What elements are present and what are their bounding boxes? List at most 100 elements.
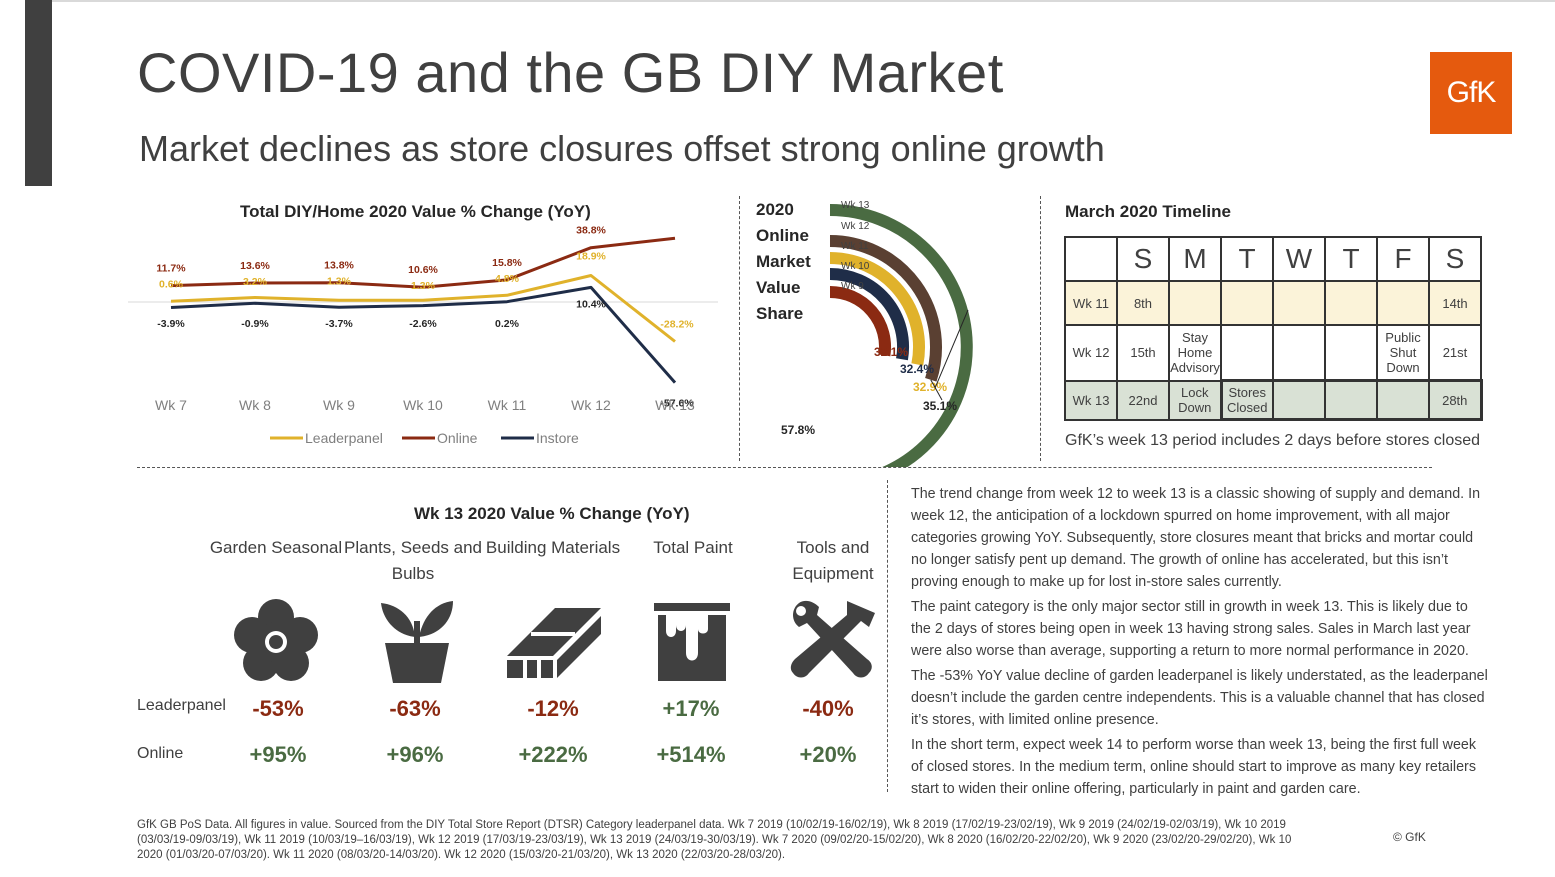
plant-pot-icon [381,601,453,683]
legend-label: Online [437,430,478,446]
online-change: +96% [386,742,444,767]
leader-line [930,379,943,401]
online-change: +20% [799,742,857,767]
paint-bucket-icon [654,603,730,681]
share-value-label: 35.1% [923,399,957,413]
x-tick-label: Wk 10 [403,397,443,413]
line-chart-title: Total DIY/Home 2020 Value % Change (YoY) [240,202,591,221]
share-arc-wk9 [829,286,891,357]
timeline-cell: 22nd [1116,379,1170,421]
data-label: 45.6% [662,225,692,227]
leaderpanel-change: -63% [389,696,441,721]
share-title: 2020 Online Market Value Share [756,197,811,327]
row-label-leaderpanel: Leaderpanel [137,697,226,714]
radial-share-chart: Wk 13 Wk 12 Wk 11 Wk 10 Wk 9 57.8% 35.1% 32.9% 3… [781,200,973,467]
data-label: 18.9% [576,251,606,263]
timeline-cell: 21st [1428,324,1482,382]
data-label: 13.6% [240,260,270,272]
divider-v1 [739,196,740,461]
share-title-line: Value [756,278,801,297]
timeline-cell [1272,280,1326,326]
category-name: Tools and Equipment [792,538,874,583]
ring-week-label: Wk 9 [841,281,864,292]
leaderpanel-change: -53% [252,696,304,721]
share-value-label: 57.8% [781,423,815,437]
x-tick-label: Wk 8 [239,397,271,413]
series-line-instore [170,285,677,384]
day-header: T [1324,236,1378,282]
data-label: -57.6% [660,398,694,410]
day-header: M [1168,236,1222,282]
share-title-line: Online [756,226,809,245]
data-label: 0.6% [159,279,184,291]
timeline-row: Wk 12 15th Stay Home Advisory Public Shu… [1064,324,1482,382]
data-label: 11.7% [156,263,186,275]
day-header: S [1116,236,1170,282]
timeline-row: Wk 11 8th 14th [1064,280,1482,326]
share-title-line: Share [756,304,804,323]
x-tick-label: Wk 7 [155,397,187,413]
x-tick-label: Wk 9 [323,397,355,413]
day-header: S [1428,236,1482,282]
ring-week-label: Wk 10 [841,261,870,272]
category-name: Building Materials [485,538,621,557]
leader-line [934,309,969,389]
commentary: The trend change from week 12 to week 13… [911,483,1491,803]
category-name: Plants, Seeds and Bulbs [344,538,482,583]
x-tick-label: Wk 12 [571,397,611,413]
share-value-label: 32.1% [874,345,908,359]
data-label: 38.8% [576,225,606,237]
share-arc-wk13 [829,204,973,467]
lumber-icon [507,608,601,678]
divider-v3 [887,480,888,792]
copyright: © GfK [1393,830,1426,844]
line-chart: 0.6% 3.2% 1.3% 1.3% 4.8% 18.9% -28.2% 11.7% 13.6… [128,225,718,446]
leaderpanel-change: -40% [802,696,854,721]
category-name: Garden Seasonal [209,538,343,557]
data-label: -28.2% [660,318,694,330]
online-change: +222% [518,742,588,767]
data-label: 10.4% [576,298,606,310]
commentary-paragraph: The paint category is the only major sec… [911,599,1471,659]
x-tick-label: Wk 13 [655,397,695,413]
data-label: 3.2% [243,276,268,288]
leaderpanel-change: +17% [662,696,720,721]
legend-label: Instore [536,430,579,446]
timeline-cell: 8th [1116,280,1170,326]
share-value-label: 32.9% [913,380,947,394]
timeline-cell [1168,280,1222,326]
share-arc-wk12 [829,235,942,382]
series-line-leaderpanel [170,274,676,343]
timeline-corner [1064,236,1118,282]
timeline-cell: 28th [1428,379,1483,421]
wrench-hammer-icon [790,600,875,678]
data-label: 4.8% [495,273,520,285]
data-label: -2.6% [409,318,437,330]
timeline-cell: 14th [1428,280,1482,326]
day-header: T [1220,236,1274,282]
source-footnote: GfK GB PoS Data. All figures in value. S… [137,819,1292,861]
divider-v2 [1040,196,1041,461]
timeline-cell [1324,280,1378,326]
accent-bar [25,0,52,186]
data-label: 1.3% [327,276,352,288]
commentary-paragraph: In the short term, expect week 14 to per… [911,737,1477,797]
week-label: Wk 12 [1064,324,1118,382]
timeline-cell [1376,280,1430,326]
timeline-cell [1324,324,1378,382]
data-label: 13.8% [324,260,354,272]
timeline-table: S M T W T F S Wk 11 8th 14th Wk 12 15th … [1064,236,1483,421]
data-label: 10.6% [408,264,438,276]
data-label: 0.2% [495,318,520,330]
timeline-cell [1220,324,1274,382]
timeline-cell: Lock Down [1168,379,1222,421]
week-label: Wk 13 [1064,379,1118,421]
timeline-cell [1272,379,1326,421]
data-label: -3.9% [157,318,185,330]
top-rule [52,0,1555,2]
commentary-paragraph: The -53% YoY value decline of garden lea… [911,668,1488,728]
timeline-cell [1324,379,1378,421]
data-label: 15.8% [492,257,522,269]
timeline-cell [1220,280,1274,326]
page-title: COVID-19 and the GB DIY Market [137,41,1004,104]
